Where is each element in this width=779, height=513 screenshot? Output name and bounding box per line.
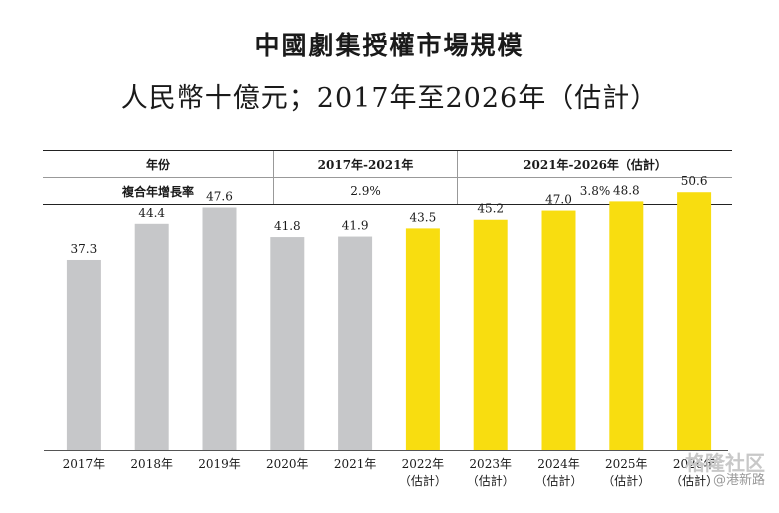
bar-value-label-2: 47.6	[206, 190, 233, 204]
bar-8	[609, 201, 644, 450]
x-tick-label-6: 2023年	[469, 457, 512, 471]
bar-value-label-6: 45.2	[477, 202, 504, 216]
x-tick-label-0: 2017年	[63, 457, 106, 471]
bar-value-label-3: 41.8	[274, 219, 301, 233]
cagr-period-1-label: 2017年-2021年	[272, 150, 458, 178]
bar-4	[338, 236, 373, 450]
cagr-header-row: 年份 2017年-2021年 2021年-2026年（估計）	[43, 150, 732, 178]
bar-value-label-4: 41.9	[342, 219, 369, 233]
bar-2	[202, 207, 237, 450]
x-tick-label-8: 2025年	[605, 457, 648, 471]
x-tick-label-9: 2026年	[673, 457, 716, 471]
bar-5	[405, 228, 440, 450]
x-tick-label-1: 2018年	[130, 457, 173, 471]
x-tick-label-2: 2019年	[198, 457, 241, 471]
bar-1	[134, 223, 169, 450]
bar-0	[66, 259, 101, 450]
cagr-table: 年份 2017年-2021年 2021年-2026年（估計） 複合年增長率 2.…	[43, 150, 732, 205]
x-tick-note-6: （估計）	[467, 473, 515, 488]
x-tick-note-7: （估計）	[534, 473, 582, 488]
chart-title: 中國劇集授權市場規模	[254, 31, 525, 60]
bar-6	[473, 219, 508, 450]
bar-value-label-7: 47.0	[545, 193, 572, 207]
bar-7	[541, 210, 576, 450]
chart-subtitle: 人民幣十億元；2017年至2026年（估計）	[120, 83, 659, 114]
watermark: 格隆社区 @港新路	[685, 452, 765, 488]
x-tick-note-9: （估計）	[670, 473, 718, 488]
bar-value-label-0: 37.3	[71, 242, 98, 256]
cagr-period-2-label: 2021年-2026年（估計）	[457, 150, 732, 178]
bar-value-label-1: 44.4	[138, 206, 165, 220]
x-tick-label-5: 2022年	[402, 457, 445, 471]
x-tick-label-4: 2021年	[334, 457, 377, 471]
watermark-line1: 格隆社区	[685, 451, 765, 475]
bar-9	[677, 192, 712, 450]
x-tick-note-8: （估計）	[602, 473, 650, 488]
watermark-line2: @港新路	[712, 473, 765, 488]
x-tick-note-5: （估計）	[399, 473, 447, 488]
bar-value-label-5: 43.5	[410, 210, 437, 224]
cagr-period-1-value: 2.9%	[272, 177, 458, 205]
bar-value-label-9: 50.6	[681, 174, 708, 188]
x-tick-label-7: 2024年	[537, 457, 580, 471]
cagr-row-label: 複合年增長率	[43, 177, 274, 205]
bar-3	[270, 237, 305, 450]
x-tick-label-3: 2020年	[266, 457, 309, 471]
bar-value-label-8: 48.8	[613, 183, 640, 197]
cagr-col-label: 年份	[43, 150, 274, 178]
